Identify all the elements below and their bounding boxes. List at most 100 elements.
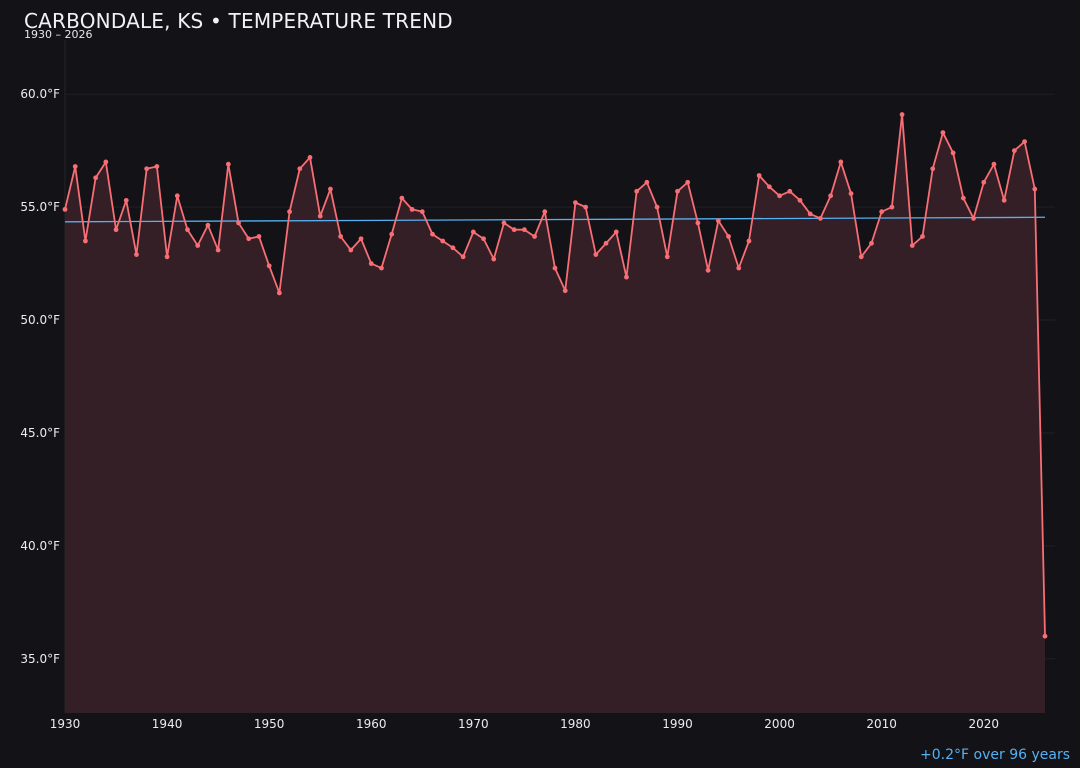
data-point bbox=[481, 236, 486, 242]
data-point bbox=[246, 236, 252, 242]
data-point bbox=[971, 216, 976, 221]
data-point bbox=[838, 159, 844, 165]
data-point bbox=[766, 184, 772, 190]
data-point bbox=[215, 247, 221, 253]
data-point bbox=[62, 206, 68, 212]
data-point bbox=[328, 186, 333, 192]
area-layer bbox=[65, 114, 1045, 713]
data-point bbox=[1022, 139, 1027, 145]
data-point bbox=[348, 247, 354, 253]
x-tick-label: 1940 bbox=[152, 717, 183, 731]
data-point bbox=[379, 265, 384, 271]
data-point bbox=[409, 206, 415, 212]
data-point bbox=[123, 197, 129, 203]
y-tick-label: 50.0°F bbox=[20, 313, 60, 327]
data-point bbox=[1042, 633, 1048, 639]
data-point bbox=[113, 227, 119, 233]
data-point bbox=[705, 267, 711, 273]
data-point bbox=[920, 234, 925, 239]
data-point bbox=[174, 193, 180, 199]
data-point bbox=[889, 204, 895, 210]
data-point bbox=[521, 227, 527, 233]
x-tick-label: 1970 bbox=[458, 717, 489, 731]
data-point bbox=[338, 234, 344, 239]
data-point bbox=[777, 193, 782, 199]
data-point bbox=[430, 231, 435, 237]
y-tick-label: 35.0°F bbox=[20, 652, 60, 666]
x-tick-label: 1980 bbox=[560, 717, 591, 731]
data-point bbox=[695, 220, 701, 226]
y-tick-label: 55.0°F bbox=[20, 200, 60, 214]
trend-layer bbox=[64, 216, 1046, 223]
data-point bbox=[154, 164, 160, 169]
data-point bbox=[624, 274, 629, 280]
data-point bbox=[103, 159, 109, 165]
data-point bbox=[511, 227, 517, 233]
data-point bbox=[991, 161, 997, 167]
data-point bbox=[266, 263, 272, 269]
data-point bbox=[256, 234, 262, 239]
x-tick-label: 2000 bbox=[764, 717, 795, 731]
data-point bbox=[287, 209, 292, 215]
x-tick-label: 2010 bbox=[866, 717, 897, 731]
data-point bbox=[134, 252, 139, 257]
data-point bbox=[297, 166, 303, 172]
data-point bbox=[307, 155, 313, 160]
data-point bbox=[195, 243, 201, 248]
data-point bbox=[317, 213, 323, 219]
data-point bbox=[93, 175, 99, 181]
x-tick-label: 2020 bbox=[968, 717, 999, 731]
area-fill bbox=[65, 114, 1045, 713]
data-point bbox=[613, 229, 619, 235]
data-point bbox=[358, 236, 364, 242]
data-point bbox=[532, 234, 537, 239]
x-tick-label: 1930 bbox=[50, 717, 81, 731]
data-point bbox=[368, 261, 374, 266]
chart-subtitle: 1930 – 2026 bbox=[24, 28, 93, 41]
y-tick-label: 40.0°F bbox=[20, 539, 60, 553]
data-point bbox=[225, 161, 231, 167]
x-tick-label: 1950 bbox=[254, 717, 285, 731]
y-tick-label: 45.0°F bbox=[20, 426, 60, 440]
data-point bbox=[470, 229, 476, 235]
data-point bbox=[654, 204, 660, 210]
data-point bbox=[715, 218, 721, 224]
data-point bbox=[164, 254, 170, 260]
data-point bbox=[858, 254, 864, 260]
data-point bbox=[909, 243, 915, 248]
trend-line bbox=[64, 216, 1046, 223]
data-point bbox=[389, 231, 395, 237]
data-point bbox=[593, 252, 599, 257]
data-point bbox=[1001, 197, 1007, 203]
data-point bbox=[491, 256, 497, 262]
data-point bbox=[450, 245, 456, 251]
data-point bbox=[664, 254, 670, 260]
data-point bbox=[736, 265, 742, 271]
data-point bbox=[542, 209, 548, 215]
data-point bbox=[787, 188, 793, 194]
data-point bbox=[501, 220, 507, 226]
data-point bbox=[399, 195, 405, 201]
x-tick-label: 1960 bbox=[356, 717, 387, 731]
data-point bbox=[797, 197, 803, 203]
data-point bbox=[940, 130, 946, 135]
y-axis-ticks: 35.0°F 40.0°F 45.0°F 50.0°F 55.0°F 60.0°F bbox=[20, 87, 60, 666]
data-point bbox=[756, 173, 762, 178]
data-point bbox=[818, 216, 823, 221]
data-point bbox=[807, 211, 813, 217]
data-point bbox=[981, 179, 987, 185]
data-point bbox=[828, 193, 834, 199]
data-point bbox=[603, 240, 609, 246]
data-point bbox=[185, 227, 190, 233]
data-point bbox=[726, 234, 731, 239]
data-point bbox=[236, 220, 241, 226]
data-point bbox=[419, 209, 425, 215]
data-point bbox=[460, 254, 466, 260]
data-point bbox=[848, 191, 854, 196]
data-point bbox=[634, 188, 640, 194]
data-point bbox=[1032, 186, 1038, 192]
y-tick-label: 60.0°F bbox=[20, 87, 60, 101]
data-point bbox=[960, 195, 966, 201]
data-point bbox=[562, 288, 568, 294]
data-point bbox=[552, 265, 558, 271]
